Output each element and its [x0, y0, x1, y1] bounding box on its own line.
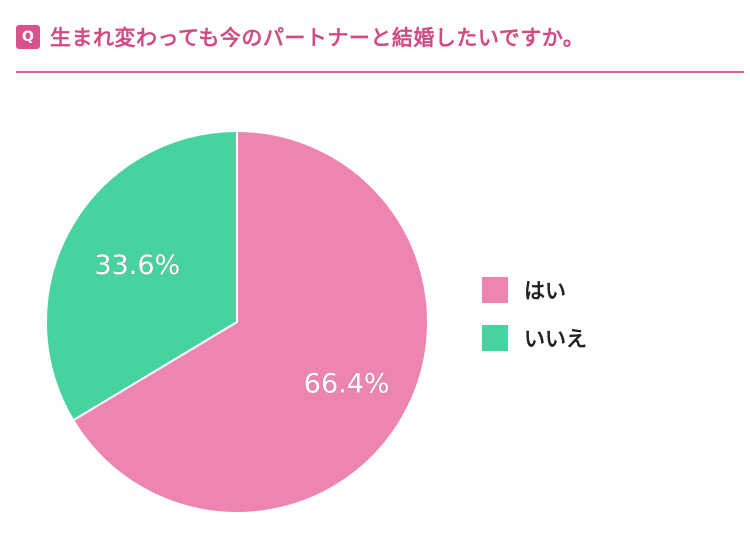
header-divider [16, 71, 744, 73]
chart-legend: はい いいえ [482, 277, 587, 373]
pie-slice-yes [71, 129, 429, 514]
slice-label-no: 33.6% [94, 250, 180, 281]
question-header: Q 生まれ変わっても今のパートナーと結婚したいですか。 [16, 22, 738, 52]
legend-label-yes: はい [524, 279, 566, 303]
legend-swatch-no [482, 325, 508, 351]
pie-slice-no [45, 129, 238, 422]
legend-item-yes: はい [482, 277, 587, 303]
legend-item-no: いいえ [482, 325, 587, 351]
question-text: 生まれ変わっても今のパートナーと結婚したいですか。 [50, 26, 585, 50]
legend-label-no: いいえ [524, 327, 587, 351]
slice-label-yes: 66.4% [304, 369, 390, 400]
q-badge-icon: Q [16, 25, 40, 49]
legend-swatch-yes [482, 277, 508, 303]
